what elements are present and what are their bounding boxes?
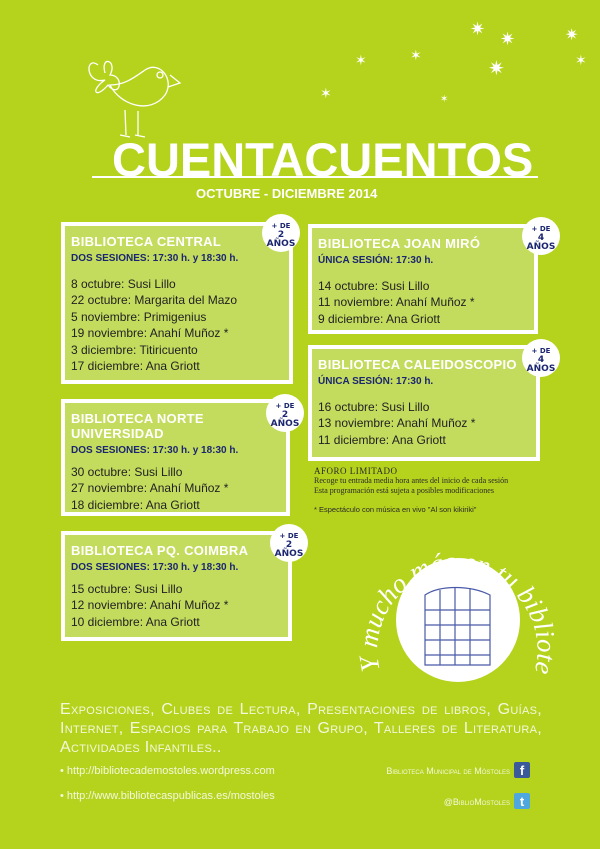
session-times: DOS SESIONES: 17:30 h. y 18:30 h. [71, 253, 239, 264]
library-card-coimbra: BIBLIOTECA PQ. COIMBRA DOS SESIONES: 17:… [61, 531, 292, 641]
svg-text:✶: ✶ [410, 48, 422, 64]
event: 11 noviembre: Anahí Muñoz * [318, 295, 475, 310]
notes-heading: AFORO LIMITADO [314, 466, 398, 476]
library-name: BIBLIOTECA JOAN MIRÓ [318, 236, 481, 251]
title-divider [92, 176, 538, 178]
event: 11 diciembre: Ana Griott [318, 432, 446, 447]
building-icon [424, 586, 491, 666]
twitter-label[interactable]: @BiblioMostoles [443, 797, 510, 807]
event: 12 noviembre: Anahí Muñoz * [71, 598, 229, 613]
notes-line: Recoge tu entrada media hora antes del i… [314, 476, 509, 485]
svg-text:✶: ✶ [575, 53, 587, 69]
event: 8 octubre: Susi Lillo [71, 277, 176, 291]
svg-text:✷: ✷ [500, 29, 515, 50]
session-times: DOS SESIONES: 17:30 h. y 18:30 h. [71, 445, 239, 456]
svg-text:✶: ✶ [440, 94, 448, 105]
event: 27 noviembre: Anahí Muñoz * [71, 481, 229, 496]
event: 17 diciembre: Ana Griott [71, 359, 200, 374]
event: 15 octubre: Susi Lillo [71, 582, 183, 596]
event: 19 noviembre: Anahí Muñoz * [71, 326, 229, 341]
age-badge: + DE 2 AÑOS [270, 524, 308, 562]
page-title: CUENTACUENTOS [112, 133, 534, 186]
facebook-icon[interactable]: f [514, 762, 530, 778]
library-logo: Y mucho más en tu biblioteca: [340, 520, 562, 682]
svg-text:✶: ✶ [320, 86, 332, 102]
svg-text:✷: ✷ [565, 25, 578, 44]
stars-decoration: ✶✶ ✶ ✶✷ ✷✷ ✷✶ [320, 20, 587, 105]
event: 3 diciembre: Titiricuento [71, 342, 198, 357]
age-badge: + DE 2 AÑOS [266, 394, 304, 432]
footnote: * Espectáculo con música en vivo "Al son… [314, 505, 477, 514]
age-badge: + DE 2 AÑOS [262, 214, 300, 252]
age-badge: + DE 4 AÑOS [522, 339, 560, 377]
logo-circle [396, 558, 520, 682]
svg-text:✷: ✷ [470, 20, 485, 40]
library-card-central: BIBLIOTECA CENTRAL DOS SESIONES: 17:30 h… [61, 222, 293, 384]
event: 30 octubre: Susi Lillo [71, 465, 183, 479]
event: 5 noviembre: Primigenius [71, 309, 207, 324]
session-times: DOS SESIONES: 17:30 h. y 18:30 h. [71, 562, 239, 573]
library-card-caleidoscopio: BIBLIOTECA CALEIDOSCOPIO ÚNICA SESIÓN: 1… [308, 345, 540, 461]
session-times: ÚNICA SESIÓN: 17:30 h. [318, 376, 434, 387]
date-range: OCTUBRE - DICIEMBRE 2014 [196, 186, 378, 201]
event: 18 diciembre: Ana Griott [71, 497, 200, 512]
notes-line: Esta programación está sujeta a posibles… [314, 486, 494, 495]
library-name: BIBLIOTECA CENTRAL [71, 234, 222, 249]
event: 10 diciembre: Ana Griott [71, 614, 200, 629]
link-wordpress[interactable]: • http://bibliotecademostoles.wordpress.… [60, 765, 275, 777]
library-card-norte: BIBLIOTECA NORTE UNIVERSIDAD DOS SESIONE… [61, 399, 290, 516]
svg-text:✶: ✶ [355, 53, 367, 69]
session-times: ÚNICA SESIÓN: 17:30 h. [318, 255, 434, 266]
event: 13 noviembre: Anahí Muñoz * [318, 416, 476, 431]
twitter-icon[interactable]: t [514, 793, 530, 809]
event: 22 octubre: Margarita del Mazo [71, 293, 238, 308]
svg-text:✷: ✷ [488, 56, 505, 80]
library-name: BIBLIOTECA PQ. COIMBRA [71, 543, 249, 558]
services-list: Exposiciones, Clubes de Lectura, Present… [60, 701, 542, 756]
library-name: BIBLIOTECA CALEIDOSCOPIO [318, 357, 517, 372]
age-badge: + DE 4 AÑOS [522, 217, 560, 255]
notes: AFORO LIMITADO Recoge tu entrada media h… [314, 466, 508, 514]
event: 16 octubre: Susi Lillo [318, 400, 430, 414]
event: 9 diciembre: Ana Griott [318, 311, 441, 326]
library-name: BIBLIOTECA NORTE UNIVERSIDAD [71, 411, 204, 441]
link-bibliotecaspublicas[interactable]: • http://www.bibliotecaspublicas.es/most… [60, 790, 275, 802]
event: 14 octubre: Susi Lillo [318, 279, 430, 293]
facebook-label[interactable]: Biblioteca Municipal de Móstoles [386, 766, 510, 776]
library-card-joan-miro: BIBLIOTECA JOAN MIRÓ ÚNICA SESIÓN: 17:30… [308, 224, 538, 334]
bird-illustration [88, 60, 182, 138]
